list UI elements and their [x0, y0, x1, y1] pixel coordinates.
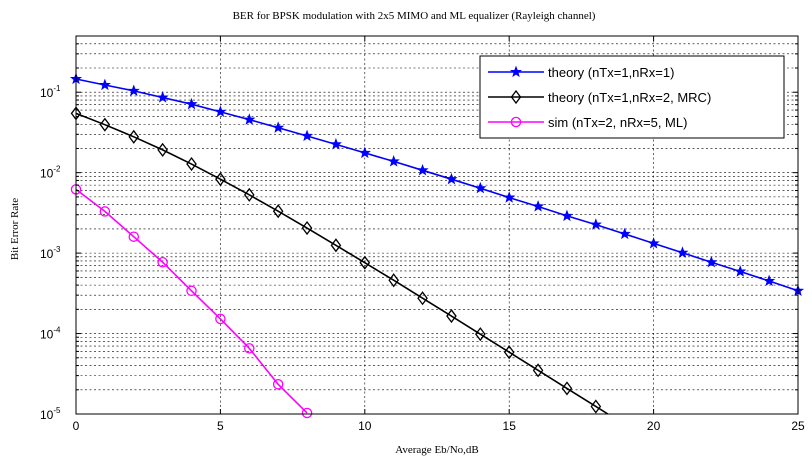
x-tick-label: 20 [647, 419, 661, 433]
y-tick-base: 10 [40, 167, 54, 181]
y-tick-base: 10 [40, 328, 54, 342]
y-tick-label: 10-1 [40, 84, 61, 100]
y-tick-label: 10-4 [40, 326, 61, 342]
legend-label-1: theory (nTx=1,nRx=2, MRC) [548, 90, 711, 105]
y-tick-exponent: -4 [53, 326, 61, 335]
y-tick-exponent: -3 [53, 245, 61, 254]
x-tick-label: 0 [73, 419, 80, 433]
legend-label-2: sim (nTx=2, nRx=5, ML) [548, 115, 687, 130]
y-tick-base: 10 [40, 408, 54, 422]
y-tick-base: 10 [40, 247, 54, 261]
y-tick-exponent: -1 [53, 84, 61, 93]
x-tick-label: 25 [791, 419, 805, 433]
y-axis-label: Bit Error Rate [9, 198, 21, 260]
x-axis-label: Average Eb/No,dB [395, 444, 479, 456]
y-tick-label: 10-2 [40, 165, 61, 181]
y-tick-label: 10-5 [40, 406, 61, 422]
x-tick-label: 15 [503, 419, 517, 433]
y-tick-exponent: -2 [53, 165, 61, 174]
legend-label-0: theory (nTx=1,nRx=1) [548, 65, 674, 80]
y-tick-label: 10-3 [40, 245, 61, 261]
chart-title: BER for BPSK modulation with 2x5 MIMO an… [233, 10, 596, 22]
y-tick-base: 10 [40, 86, 54, 100]
x-tick-label: 5 [217, 419, 224, 433]
y-tick-labels: 10-510-410-310-210-1 [40, 84, 61, 422]
x-tick-labels: 0 5 10 15 20 25 [73, 419, 805, 433]
legend: theory (nTx=1,nRx=1) theory (nTx=1,nRx=2,… [480, 56, 784, 138]
x-tick-label: 10 [358, 419, 372, 433]
y-tick-exponent: -5 [53, 406, 61, 415]
